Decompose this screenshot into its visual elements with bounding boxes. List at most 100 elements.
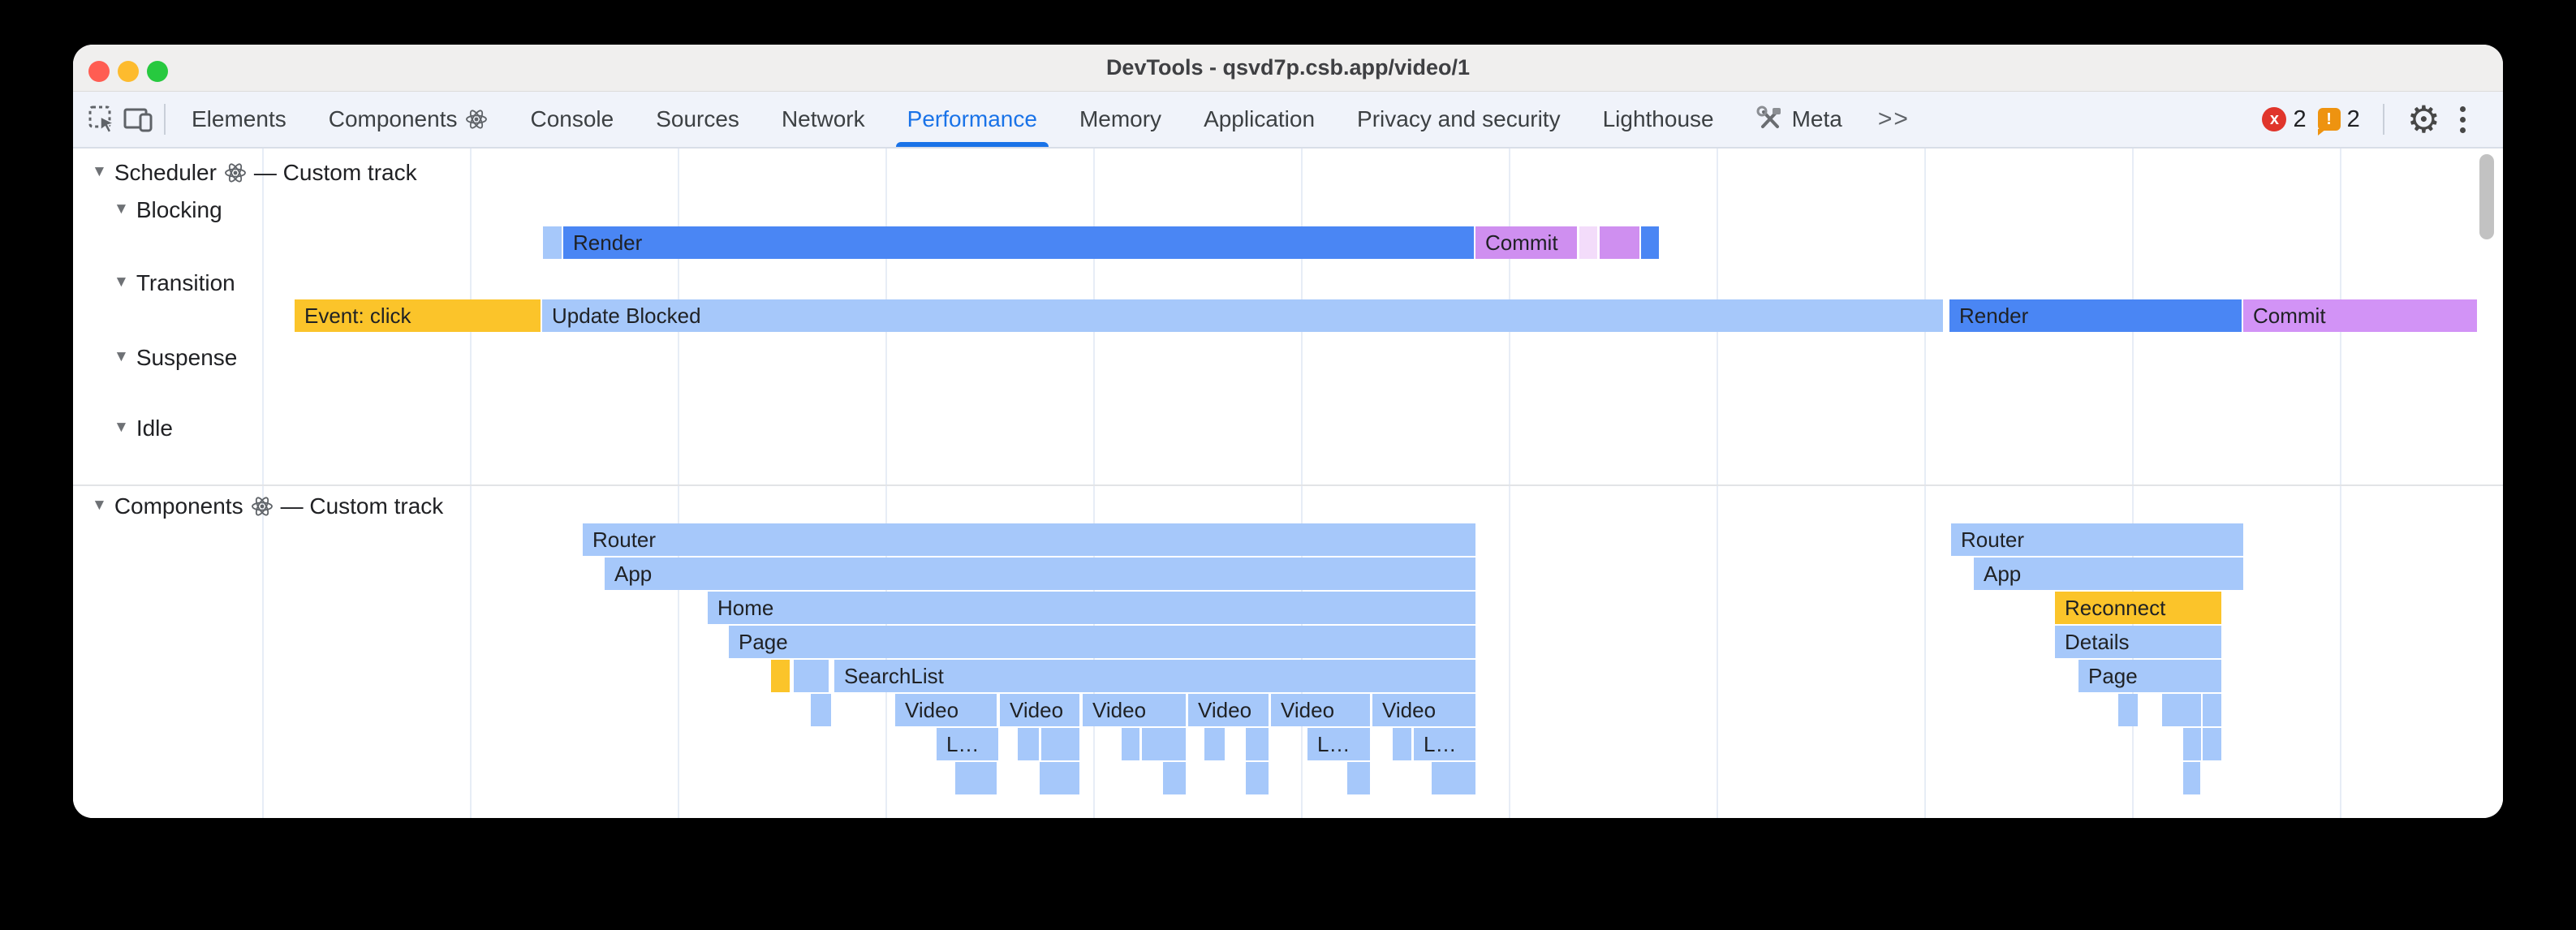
gridline	[2132, 149, 2134, 818]
flame-bar[interactable]	[543, 226, 562, 259]
flame-bar-video[interactable]: Video	[1000, 694, 1079, 726]
flame-bar[interactable]	[2183, 762, 2200, 794]
error-status[interactable]: x 2	[2262, 106, 2307, 133]
kebab-menu-icon[interactable]	[2452, 103, 2474, 136]
flame-bar[interactable]	[2118, 694, 2138, 726]
flame-bar-router[interactable]: Router	[583, 523, 1475, 556]
flame-bar[interactable]	[1122, 728, 1139, 760]
flame-bar-video[interactable]: Video	[1083, 694, 1186, 726]
lane-label-text: Suspense	[136, 345, 238, 370]
lane-label-text: Blocking	[136, 197, 222, 222]
flame-bar-app[interactable]: App	[1974, 558, 2243, 590]
tab-application[interactable]: Application	[1204, 92, 1315, 147]
traffic-light-zoom[interactable]	[147, 61, 168, 82]
hammer-wrench-icon	[1756, 105, 1781, 128]
flame-bar[interactable]	[1579, 226, 1597, 259]
flame-bar-details[interactable]: Details	[2055, 626, 2221, 658]
flame-bar-video[interactable]: Video	[1372, 694, 1475, 726]
flame-bar[interactable]	[1204, 728, 1225, 760]
settings-gear-icon[interactable]: ⚙	[2406, 98, 2440, 140]
flame-bar[interactable]	[794, 660, 829, 692]
flame-bar[interactable]	[1641, 226, 1659, 259]
tab-performance[interactable]: Performance	[895, 92, 1049, 147]
react-atom-icon	[225, 163, 246, 183]
tab-meta[interactable]: Meta	[1756, 92, 1842, 147]
inspect-element-icon[interactable]	[84, 101, 120, 137]
track-divider	[73, 484, 2503, 486]
tab-elements[interactable]: Elements	[192, 92, 286, 147]
lane-label-idle[interactable]: ▼ Idle	[114, 415, 173, 441]
flame-bar[interactable]	[955, 762, 997, 794]
flame-bar[interactable]	[2203, 728, 2221, 760]
flame-bar[interactable]	[2203, 694, 2221, 726]
lane-label-blocking[interactable]: ▼ Blocking	[114, 197, 222, 223]
flame-bar[interactable]	[1393, 728, 1411, 760]
flame-bar-render[interactable]: Render	[1949, 299, 2242, 332]
tab-label: Elements	[192, 106, 286, 131]
flame-bar-router[interactable]: Router	[1951, 523, 2243, 556]
react-atom-icon	[251, 497, 273, 516]
flame-bar-l-[interactable]: L…	[1307, 728, 1370, 760]
track-header-components[interactable]: ▼ Components — Custom track	[92, 493, 443, 519]
flame-bar[interactable]	[771, 660, 790, 692]
flame-bar-l-[interactable]: L…	[1414, 728, 1475, 760]
flame-bar[interactable]	[1432, 762, 1475, 794]
more-tabs-icon[interactable]: >>	[1877, 105, 1910, 132]
tab-label: Components	[328, 106, 458, 131]
flame-bar[interactable]	[2183, 728, 2201, 760]
flame-bar-commit[interactable]: Commit	[1475, 226, 1577, 259]
toolbar-separator	[164, 104, 166, 135]
flame-bar-update-blocked[interactable]: Update Blocked	[542, 299, 1943, 332]
flame-bar-page[interactable]: Page	[2078, 660, 2221, 692]
flame-bar-render[interactable]: Render	[563, 226, 1474, 259]
tab-memory[interactable]: Memory	[1079, 92, 1161, 147]
gridline	[885, 149, 887, 818]
flame-bar-video[interactable]: Video	[1271, 694, 1370, 726]
flame-bar[interactable]	[1041, 728, 1079, 760]
flame-bar[interactable]	[1040, 762, 1079, 794]
flame-bar[interactable]	[1018, 728, 1039, 760]
tab-privacy-and-security[interactable]: Privacy and security	[1357, 92, 1561, 147]
flame-bar[interactable]	[1347, 762, 1370, 794]
flame-bar[interactable]	[1246, 762, 1269, 794]
toolbar-separator	[2382, 104, 2384, 135]
warning-badge-icon: !	[2317, 108, 2341, 136]
gridline	[2340, 149, 2341, 818]
flame-bar-page[interactable]: Page	[729, 626, 1475, 658]
window-title: DevTools - qsvd7p.csb.app/video/1	[1105, 55, 1471, 80]
flame-bar-video[interactable]: Video	[895, 694, 997, 726]
tab-network[interactable]: Network	[782, 92, 865, 147]
gridline	[262, 149, 264, 818]
device-toolbar-icon[interactable]	[120, 101, 156, 137]
tab-components[interactable]: Components	[329, 92, 489, 147]
flame-bar-commit[interactable]: Commit	[2243, 299, 2477, 332]
traffic-light-close[interactable]	[88, 61, 110, 82]
flame-bar-app[interactable]: App	[605, 558, 1475, 590]
lane-label-transition[interactable]: ▼ Transition	[114, 270, 235, 296]
flame-bar[interactable]	[1600, 226, 1639, 259]
lane-label-suspense[interactable]: ▼ Suspense	[114, 345, 237, 371]
tab-label: Sources	[656, 106, 739, 131]
flame-bar[interactable]	[1163, 762, 1186, 794]
tab-lighthouse[interactable]: Lighthouse	[1603, 92, 1714, 147]
flame-bar[interactable]	[1142, 728, 1186, 760]
flame-bar[interactable]	[2162, 694, 2201, 726]
flame-bar-searchlist[interactable]: SearchList	[834, 660, 1475, 692]
flame-bar-video[interactable]: Video	[1188, 694, 1269, 726]
flame-bar-home[interactable]: Home	[708, 592, 1475, 624]
tab-console[interactable]: Console	[530, 92, 614, 147]
flame-bar-reconnect[interactable]: Reconnect	[2055, 592, 2221, 624]
tab-sources[interactable]: Sources	[656, 92, 739, 147]
vertical-scrollbar-thumb[interactable]	[2479, 154, 2494, 239]
flame-bar[interactable]	[811, 694, 831, 726]
warning-status[interactable]: ! 2	[2317, 106, 2360, 136]
flame-bar-l-[interactable]: L…	[937, 728, 998, 760]
flame-bar-event-click[interactable]: Event: click	[295, 299, 541, 332]
traffic-light-minimize[interactable]	[118, 61, 139, 82]
track-suffix: — Custom track	[253, 160, 417, 185]
gridline	[1717, 149, 1718, 818]
lane-label-text: Idle	[136, 415, 173, 441]
flame-bar[interactable]	[1246, 728, 1269, 760]
track-header-scheduler[interactable]: ▼ Scheduler — Custom track	[92, 160, 417, 186]
flame-chart: ▼ Scheduler — Custom track ▼ Components …	[73, 149, 2503, 818]
